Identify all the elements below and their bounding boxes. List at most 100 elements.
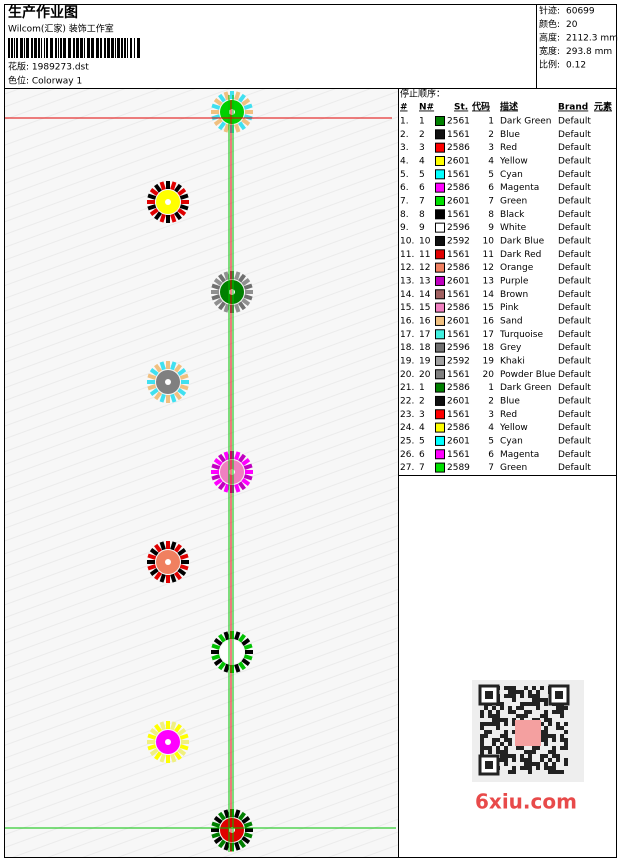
qr-cell (492, 722, 496, 726)
code: 3 (488, 410, 494, 420)
qr-cell (524, 710, 528, 714)
petal (241, 816, 251, 824)
petal (234, 631, 241, 641)
needle: 11 (419, 250, 430, 260)
petal (170, 541, 177, 551)
needle: 8 (419, 210, 425, 220)
bar (134, 38, 135, 58)
description: Dark Green (500, 117, 551, 127)
row-index: 17. (400, 330, 414, 340)
stitch: 2601 (447, 276, 470, 286)
bar (115, 38, 116, 58)
brand: Default (558, 463, 591, 473)
needle: 6 (419, 450, 425, 460)
design-area (5, 89, 398, 857)
colorway: 色位: Colorway 1 (8, 75, 82, 87)
needle: 18 (419, 343, 431, 353)
petal (213, 98, 223, 106)
petal (211, 654, 221, 661)
qr-cell (564, 746, 568, 750)
bar (111, 38, 114, 58)
petal (174, 391, 182, 401)
qr-cell (508, 710, 512, 714)
swatch (435, 382, 445, 393)
qr-cell (508, 738, 512, 742)
needle: 13 (419, 276, 430, 286)
petal (243, 474, 253, 481)
needle: 14 (419, 290, 431, 300)
qr-cell (564, 730, 568, 734)
petal (223, 809, 230, 819)
petal (243, 654, 253, 661)
qr-cell (540, 758, 544, 762)
qr-cell (504, 734, 508, 738)
code: 4 (488, 156, 494, 166)
description: Magenta (500, 183, 539, 193)
bar (87, 38, 90, 58)
petal (218, 633, 226, 643)
qr-cell (564, 738, 568, 742)
stitch: 2586 (447, 143, 470, 153)
description: Brown (500, 290, 528, 300)
qr-cell (512, 686, 516, 690)
petal (211, 643, 221, 650)
bar (20, 38, 23, 58)
qr-code (472, 680, 584, 782)
petal (179, 733, 189, 740)
swatch (435, 222, 445, 233)
qr-cell (512, 690, 516, 694)
qr-cell (480, 742, 484, 746)
qr-cell (492, 706, 496, 710)
swatch (435, 422, 445, 433)
qr-cell (512, 770, 516, 774)
code: 5 (488, 436, 494, 446)
petal (223, 271, 230, 281)
qr-cell (508, 694, 512, 698)
qr-cell (544, 766, 548, 770)
qr-cell (552, 738, 556, 742)
qr-cell (556, 706, 560, 710)
petal (213, 458, 223, 466)
qr-cell (496, 750, 500, 754)
description: Khaki (500, 356, 525, 366)
code: 11 (483, 250, 494, 260)
qr-cell (532, 750, 536, 754)
bar (26, 38, 29, 58)
petal (170, 213, 177, 223)
qr-cell (548, 734, 552, 738)
swatch (435, 355, 445, 366)
stitch: 2586 (447, 183, 470, 193)
petal (154, 211, 162, 221)
qr-cell (564, 758, 568, 762)
qr-cell (516, 714, 520, 718)
code: 14 (483, 290, 495, 300)
qr-cell (512, 710, 516, 714)
qr-cell (540, 722, 544, 726)
petal (234, 663, 241, 673)
petal (170, 573, 177, 583)
bar (46, 38, 48, 58)
petal (159, 213, 166, 223)
needle: 5 (419, 436, 425, 446)
row-index: 16. (400, 316, 414, 326)
swatch (435, 129, 445, 140)
qr-cell (480, 746, 484, 750)
petal (243, 643, 253, 650)
qr-cell (536, 706, 540, 710)
qr-cell (524, 766, 528, 770)
row-index: 27. (400, 463, 414, 473)
stitch: 2601 (447, 316, 470, 326)
swatch (435, 435, 445, 446)
row-index: 14. (400, 290, 414, 300)
qr-cell (516, 706, 520, 710)
swatch (435, 449, 445, 460)
qr-cell (484, 746, 488, 750)
qr-cell (552, 754, 556, 758)
swatch (435, 462, 445, 473)
qr-cell (520, 714, 524, 718)
qr-cell (504, 730, 508, 734)
needle: 17 (419, 330, 430, 340)
qr-cell (560, 726, 564, 730)
qr-cell (504, 718, 508, 722)
row-index: 4. (400, 156, 409, 166)
